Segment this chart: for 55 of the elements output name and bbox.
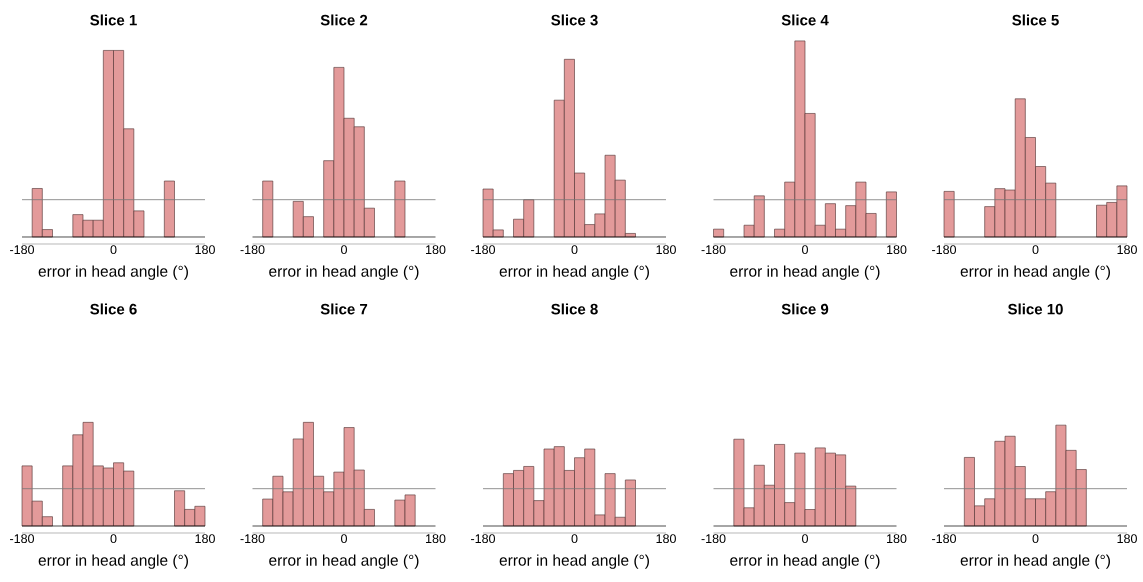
- x-tick-label: 0: [1032, 534, 1039, 544]
- x-tick-label: 0: [1032, 245, 1039, 255]
- x-tick-label: 0: [110, 534, 117, 544]
- x-tick-label: -180: [10, 534, 35, 544]
- bar: [262, 180, 274, 238]
- chart-title: Slice 10: [1008, 303, 1063, 315]
- chart-title: Slice 4: [781, 14, 829, 26]
- bar: [164, 180, 175, 238]
- x-tick-label: -180: [701, 245, 726, 255]
- x-tick-label: 0: [341, 534, 347, 544]
- chart-title: Slice 2: [320, 14, 368, 26]
- chart-title: Slice 6: [90, 303, 137, 315]
- x-tick-label: -180: [932, 534, 957, 544]
- x-tick-label: -180: [240, 534, 265, 544]
- bar: [943, 191, 955, 238]
- x-tick-label: 0: [341, 245, 347, 255]
- x-tick-label: -180: [10, 245, 35, 255]
- x-tick-label: 0: [571, 534, 578, 544]
- x-axis-title: error in head angle (°): [499, 554, 649, 569]
- x-tick-label: 0: [802, 534, 808, 544]
- x-axis-title: error in head angle (°): [730, 265, 880, 280]
- chart-title: Slice 3: [551, 14, 598, 26]
- chart-title: Slice 8: [551, 303, 598, 315]
- x-tick-label: 180: [1117, 534, 1137, 544]
- bar: [886, 191, 897, 238]
- x-tick-label: 180: [195, 245, 215, 255]
- x-tick-label: -180: [701, 534, 726, 544]
- x-tick-label: 0: [571, 245, 578, 255]
- x-axis-title: error in head angle (°): [269, 554, 419, 569]
- x-tick-label: -180: [240, 245, 265, 255]
- chart-title: Slice 5: [1012, 14, 1059, 26]
- x-tick-label: 180: [887, 534, 907, 544]
- x-axis-title: error in head angle (°): [730, 554, 880, 569]
- x-axis-title: error in head angle (°): [269, 265, 419, 280]
- bar: [394, 180, 406, 238]
- x-tick-label: 180: [656, 534, 676, 544]
- x-tick-label: 180: [426, 245, 446, 255]
- x-tick-label: 180: [887, 245, 907, 255]
- x-axis-title: error in head angle (°): [38, 265, 188, 280]
- x-tick-label: -180: [932, 245, 957, 255]
- x-axis-title: error in head angle (°): [499, 265, 649, 280]
- x-tick-label: -180: [471, 534, 496, 544]
- x-axis-title: error in head angle (°): [38, 554, 188, 569]
- x-tick-label: -180: [471, 245, 496, 255]
- x-tick-label: 180: [1117, 245, 1137, 255]
- x-axis-title: error in head angle (°): [960, 554, 1110, 569]
- chart-title: Slice 1: [90, 14, 137, 26]
- x-tick-label: 180: [195, 534, 215, 544]
- x-tick-label: 180: [426, 534, 446, 544]
- x-tick-label: 180: [656, 245, 676, 255]
- chart-title: Slice 7: [320, 303, 368, 315]
- x-tick-label: 0: [802, 245, 808, 255]
- x-axis-title: error in head angle (°): [960, 265, 1110, 280]
- x-tick-label: 0: [110, 245, 117, 255]
- chart-title: Slice 9: [781, 303, 829, 315]
